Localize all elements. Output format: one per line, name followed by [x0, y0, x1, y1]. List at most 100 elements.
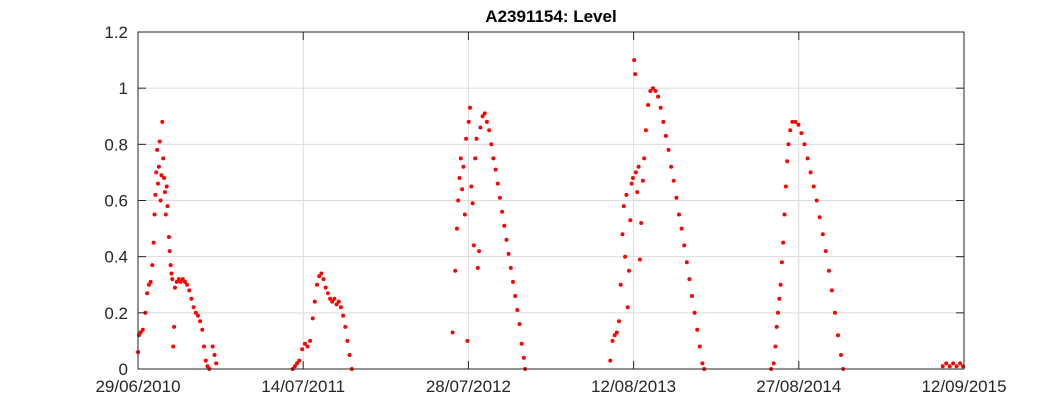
- data-point: [210, 344, 215, 349]
- data-point: [687, 277, 692, 282]
- data-point: [836, 333, 840, 338]
- data-point: [814, 198, 819, 203]
- data-point: [174, 279, 179, 284]
- data-point: [172, 285, 177, 290]
- data-point: [620, 232, 625, 237]
- y-tick-label: 0.8: [104, 135, 128, 154]
- data-point: [808, 170, 813, 175]
- data-point: [627, 268, 631, 273]
- data-point: [214, 361, 219, 366]
- data-point: [796, 122, 801, 127]
- data-point: [811, 184, 816, 189]
- data-point: [658, 105, 663, 110]
- data-point: [470, 201, 475, 206]
- data-point: [162, 176, 167, 180]
- data-point: [162, 190, 167, 195]
- data-point: [478, 125, 483, 130]
- data-point: [500, 209, 505, 214]
- y-tick-label: 0.4: [104, 248, 128, 267]
- data-point: [158, 198, 163, 203]
- chart-title: A2391154: Level: [485, 7, 616, 26]
- data-point: [187, 288, 192, 293]
- data-point: [148, 279, 153, 284]
- data-point: [653, 89, 658, 93]
- data-point: [458, 156, 463, 161]
- data-point: [677, 212, 681, 217]
- data-point: [345, 338, 350, 343]
- data-point: [624, 192, 629, 197]
- data-point: [182, 279, 187, 284]
- data-point: [802, 142, 807, 147]
- data-point: [614, 330, 619, 335]
- data-point: [466, 119, 471, 124]
- data-point: [692, 310, 697, 315]
- data-point: [160, 119, 165, 124]
- data-point: [623, 254, 628, 259]
- data-point: [519, 341, 524, 346]
- x-tick-label: 29/06/2010: [95, 377, 180, 396]
- data-point: [823, 249, 828, 254]
- data-point: [790, 119, 795, 124]
- data-point: [774, 324, 779, 329]
- data-point: [637, 257, 642, 262]
- data-point: [138, 330, 143, 335]
- data-point: [473, 156, 478, 161]
- data-point: [145, 291, 150, 296]
- data-point: [671, 178, 676, 183]
- data-point: [315, 282, 319, 287]
- data-point: [697, 344, 702, 349]
- data-point: [310, 316, 315, 321]
- data-point: [482, 111, 487, 116]
- data-point: [781, 240, 786, 245]
- data-point: [786, 142, 791, 147]
- data-point: [475, 265, 480, 270]
- data-point: [338, 305, 343, 310]
- data-point: [477, 249, 482, 254]
- data-point: [771, 361, 776, 366]
- data-point: [302, 341, 307, 346]
- data-point: [165, 204, 170, 209]
- data-point: [464, 136, 469, 141]
- data-point: [471, 243, 476, 248]
- data-point: [650, 86, 655, 91]
- data-point: [625, 305, 630, 310]
- data-point: [170, 277, 175, 282]
- data-point: [669, 164, 674, 169]
- data-point: [487, 128, 492, 133]
- data-point: [839, 353, 843, 357]
- data-point: [629, 181, 634, 186]
- data-point: [504, 237, 509, 242]
- data-point: [334, 302, 339, 307]
- data-point: [633, 170, 638, 175]
- data-point: [817, 215, 822, 220]
- data-point: [462, 212, 467, 217]
- data-point: [480, 114, 485, 119]
- data-point: [146, 282, 151, 287]
- data-point: [154, 170, 159, 175]
- data-point: [189, 296, 194, 301]
- data-point: [457, 176, 462, 180]
- data-point: [695, 327, 700, 332]
- data-point: [630, 176, 635, 180]
- data-point: [508, 265, 513, 270]
- data-point: [300, 347, 305, 352]
- data-point: [783, 184, 788, 189]
- data-point: [193, 310, 198, 315]
- data-point: [150, 263, 155, 268]
- data-point: [954, 364, 959, 369]
- data-point: [172, 324, 177, 329]
- data-point: [157, 139, 162, 144]
- data-point: [515, 308, 520, 312]
- x-tick-label: 27/08/2014: [756, 377, 841, 396]
- data-point: [617, 319, 621, 324]
- x-tick-labels: 29/06/2010 14/07/2011 28/07/2012 12/08/2013…: [95, 377, 1006, 396]
- data-point: [169, 271, 174, 276]
- data-point: [328, 296, 333, 301]
- data-point: [152, 212, 157, 217]
- data-point: [323, 285, 328, 290]
- data-point: [489, 142, 494, 147]
- data-point: [450, 330, 455, 335]
- data-point: [317, 274, 322, 279]
- data-point: [632, 58, 637, 63]
